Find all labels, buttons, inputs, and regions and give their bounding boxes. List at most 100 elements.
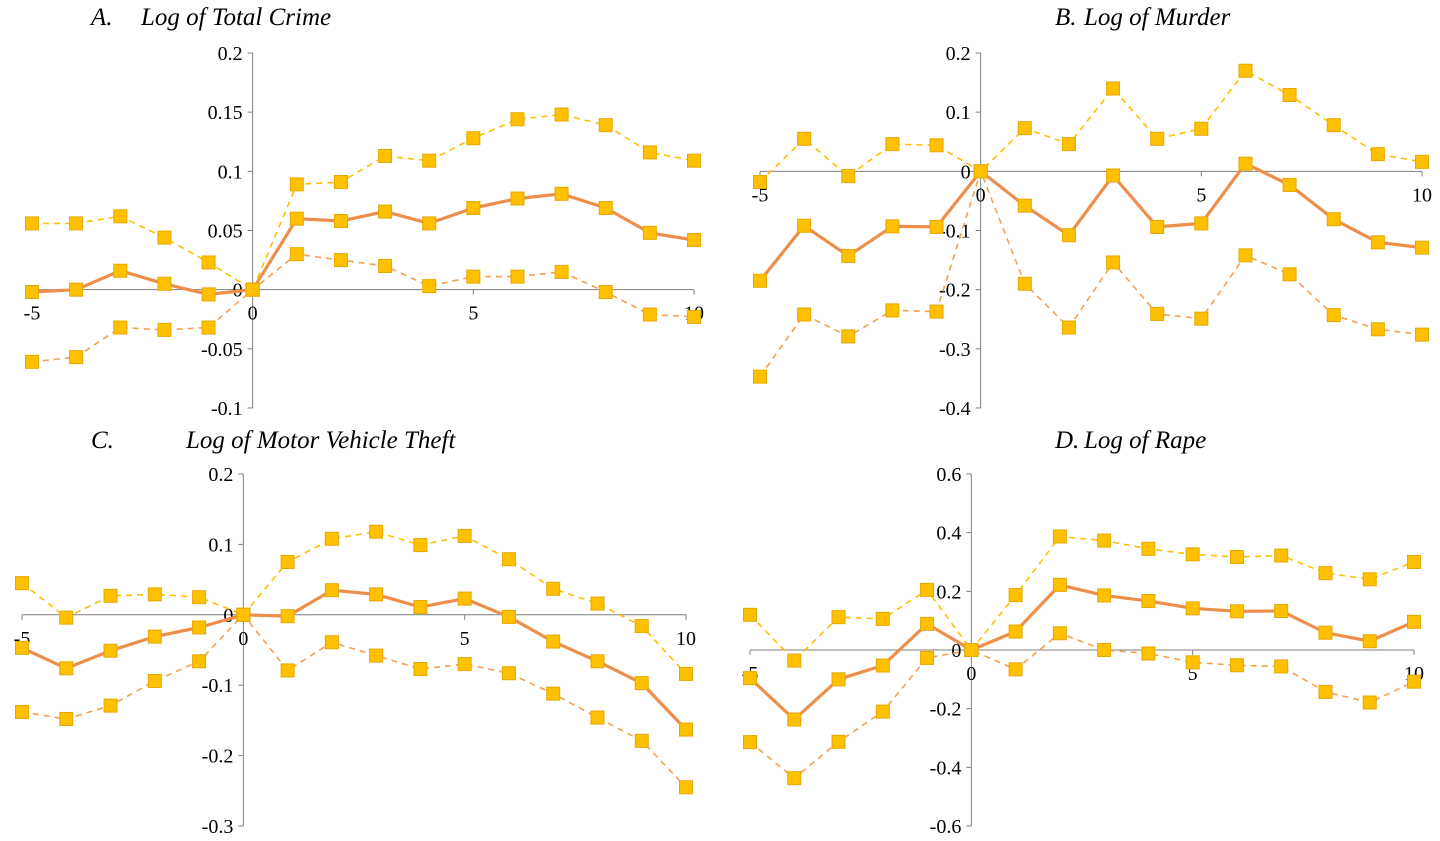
data-point-estimate — [875, 658, 890, 673]
data-point-lower — [885, 303, 900, 318]
data-point-lower — [687, 309, 701, 324]
x-tick-label: -5 — [24, 303, 41, 325]
data-point-estimate — [929, 219, 944, 234]
data-point-upper — [787, 653, 802, 668]
data-point-lower — [333, 253, 348, 268]
x-tick-label: 5 — [460, 628, 470, 650]
data-point-lower — [841, 329, 856, 344]
data-point-lower — [25, 354, 39, 369]
data-point-upper — [1194, 121, 1209, 136]
y-tick-label: 0 — [951, 640, 961, 662]
data-point-upper — [1052, 529, 1067, 544]
data-point-upper — [501, 552, 516, 567]
data-point-lower — [546, 686, 561, 701]
data-point-lower — [457, 657, 472, 672]
series-line-estimate — [21, 588, 688, 731]
data-point-upper — [103, 588, 118, 603]
data-point-lower — [103, 698, 118, 713]
data-point-estimate — [590, 654, 605, 669]
data-point-lower — [324, 635, 339, 650]
data-point-upper — [1370, 147, 1385, 162]
data-point-lower — [753, 369, 767, 384]
data-point-lower — [192, 654, 207, 669]
data-point-lower — [1150, 306, 1165, 321]
data-point-estimate — [1407, 614, 1421, 629]
panel-b-title: Log of Murder — [1084, 4, 1231, 31]
data-point-estimate — [753, 273, 767, 288]
data-point-estimate — [841, 248, 856, 263]
data-point-estimate — [378, 204, 393, 219]
data-point-lower — [679, 780, 693, 795]
y-tick-label: 0.15 — [208, 102, 243, 124]
y-tick-label: 0 — [961, 161, 971, 183]
y-tick-label: -0.1 — [202, 675, 234, 697]
data-point-upper — [422, 153, 437, 168]
data-point-lower — [787, 771, 802, 786]
data-point-upper — [59, 610, 74, 625]
data-point-estimate — [422, 216, 437, 231]
series-line-upper — [749, 535, 1415, 662]
data-point-lower — [1061, 320, 1076, 335]
data-point-upper — [378, 148, 393, 163]
data-point-lower — [642, 307, 657, 322]
data-point-upper — [333, 174, 348, 189]
data-point-lower — [1362, 695, 1377, 710]
data-point-upper — [1407, 555, 1421, 569]
y-tick-label: -0.6 — [930, 816, 962, 838]
data-point-estimate — [1370, 235, 1385, 250]
data-point-lower — [598, 285, 613, 300]
data-point-lower — [157, 322, 172, 337]
data-point-lower — [920, 650, 935, 665]
data-point-lower — [1106, 255, 1121, 270]
data-point-lower — [1238, 248, 1253, 263]
data-point-upper — [1017, 121, 1032, 136]
data-point-upper — [69, 216, 84, 231]
y-tick-label: -0.4 — [939, 398, 971, 420]
data-point-lower — [1017, 276, 1032, 291]
data-point-upper — [1008, 588, 1023, 603]
data-point-estimate — [598, 201, 613, 216]
x-tick-label: 10 — [676, 628, 696, 650]
y-tick-label: 0.2 — [946, 43, 971, 65]
data-point-upper — [797, 131, 812, 146]
data-point-upper — [466, 131, 481, 146]
x-tick-label: 0 — [966, 663, 976, 685]
data-point-lower — [201, 320, 216, 335]
panel-a-label: A. — [91, 4, 113, 31]
panel-c: 0.20.10-0.1-0.2-0.3-5 0 5 10 — [14, 464, 696, 838]
data-point-estimate — [554, 186, 569, 201]
data-point-lower — [15, 704, 29, 719]
panel-d-label: D. — [1055, 427, 1080, 454]
data-point-upper — [1362, 572, 1377, 587]
data-point-upper — [1061, 137, 1076, 152]
series-line-upper — [759, 70, 1423, 183]
data-point-upper — [1318, 566, 1333, 581]
data-point-lower — [59, 711, 74, 726]
y-tick-label: 0.2 — [208, 464, 233, 486]
data-point-upper — [753, 174, 767, 189]
data-point-estimate — [25, 285, 39, 300]
series-line-estimate — [758, 162, 1423, 282]
data-point-lower — [1141, 646, 1156, 661]
data-point-upper — [324, 531, 339, 546]
data-point-estimate — [15, 640, 29, 655]
data-point-estimate — [369, 587, 384, 602]
data-point-estimate — [457, 591, 472, 606]
data-point-lower — [422, 279, 437, 294]
data-point-lower — [113, 320, 128, 335]
data-point-lower — [1370, 322, 1385, 337]
data-point-upper — [831, 610, 846, 625]
data-point-lower — [236, 607, 251, 622]
data-point-estimate — [289, 211, 304, 226]
data-point-upper — [25, 216, 39, 231]
y-tick-label: 0.6 — [936, 464, 961, 486]
y-tick-label: -0.3 — [202, 816, 234, 838]
data-point-upper — [546, 581, 561, 596]
panel-d-title: Log of Rape — [1084, 427, 1207, 454]
data-point-estimate — [797, 218, 812, 233]
data-point-lower — [1097, 643, 1112, 657]
